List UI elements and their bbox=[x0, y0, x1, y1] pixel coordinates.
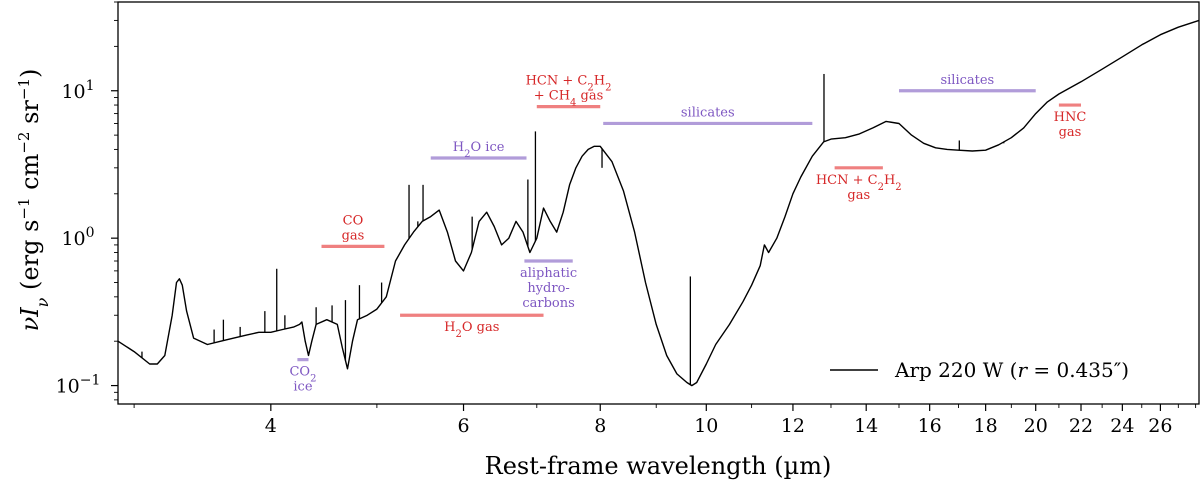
x-tick-label: 16 bbox=[918, 415, 942, 437]
feature-label: aliphatic bbox=[520, 266, 577, 281]
feature-label: HCN + C2H2 bbox=[526, 74, 612, 94]
legend-r-eq: = 0.435″) bbox=[1027, 358, 1129, 382]
feature-label: silicates bbox=[681, 105, 735, 120]
feature-label: H2O ice bbox=[453, 140, 505, 160]
y-axis-label: νIν (erg s−1 cm−2 sr−1) bbox=[15, 69, 52, 332]
y-label-i: I bbox=[16, 307, 44, 318]
x-tick-label: 20 bbox=[1024, 415, 1048, 437]
x-tick-label: 12 bbox=[781, 415, 805, 437]
legend-entry-arp220w: Arp 220 W (r = 0.435″) bbox=[894, 358, 1129, 382]
feature-label: carbons bbox=[522, 296, 574, 311]
series-layer bbox=[117, 19, 1200, 387]
feature-label: silicates bbox=[940, 73, 994, 88]
feature-h2o-gas: H2O gas bbox=[400, 313, 544, 340]
y-label-cm: cm bbox=[16, 153, 44, 197]
feature-label: H2O gas bbox=[444, 320, 499, 340]
x-tick-label: 24 bbox=[1110, 415, 1134, 437]
feature-label: CO2 bbox=[289, 365, 316, 385]
feature-hcn-c2h2-ch4: HCN + C2H2+ CH4 gas bbox=[526, 74, 612, 109]
x-tick-label: 18 bbox=[974, 415, 998, 437]
feature-label: gas bbox=[1059, 125, 1082, 140]
x-tick-label: 8 bbox=[594, 415, 606, 437]
feature-label: CO bbox=[343, 213, 364, 228]
legend-r-prefix: ( bbox=[1003, 358, 1017, 382]
feature-label: + CH4 gas bbox=[534, 89, 604, 109]
y-label-exp3: −1 bbox=[15, 78, 33, 100]
legend-r-var: r bbox=[1017, 358, 1028, 382]
y-label-exp2: −2 bbox=[15, 132, 33, 154]
feature-label: gas bbox=[342, 228, 365, 243]
y-label-exp1: −1 bbox=[15, 197, 33, 219]
y-tick-label: 10−1 bbox=[56, 373, 101, 398]
plot-frame bbox=[117, 1, 1200, 405]
feature-label: HNC bbox=[1054, 110, 1087, 125]
y-label-sub: ν bbox=[33, 297, 52, 307]
legend-series-name: Arp 220 W bbox=[894, 358, 1004, 382]
x-tick-label: 14 bbox=[854, 415, 878, 437]
x-axis-ticks: 4 6 8 10 12 14 16 18 20 22 24 26 bbox=[133, 404, 1197, 437]
feature-label: hydro- bbox=[527, 281, 569, 296]
feature-label: gas bbox=[847, 188, 870, 203]
feature-silicates-2: silicates bbox=[898, 73, 1036, 93]
y-tick-label: 100 bbox=[61, 225, 94, 250]
x-tick-label: 10 bbox=[694, 415, 718, 437]
y-label-close: ) bbox=[16, 69, 44, 78]
x-tick-label: 22 bbox=[1069, 415, 1093, 437]
y-label-nu: ν bbox=[16, 317, 44, 332]
y-axis-ticks: 10−1 100 101 bbox=[56, 1, 118, 401]
x-tick-label: 4 bbox=[265, 415, 277, 437]
feature-silicates-1: silicates bbox=[603, 105, 813, 126]
x-tick-label: 6 bbox=[457, 415, 469, 437]
feature-label: HCN + C2H2 bbox=[816, 173, 902, 193]
feature-h2o-ice: H2O ice bbox=[430, 140, 527, 160]
legend: Arp 220 W (r = 0.435″) bbox=[830, 358, 1129, 382]
x-axis-label: Rest-frame wavelength (µm) bbox=[485, 452, 832, 480]
y-label-units-open: (erg s bbox=[16, 220, 44, 298]
y-tick-label: 101 bbox=[61, 78, 94, 103]
series-arp220w bbox=[117, 19, 1200, 387]
x-tick-label: 26 bbox=[1148, 415, 1172, 437]
y-label-sr: sr bbox=[16, 100, 44, 132]
feature-label: ice bbox=[293, 380, 312, 395]
plot-border bbox=[117, 1, 1200, 405]
